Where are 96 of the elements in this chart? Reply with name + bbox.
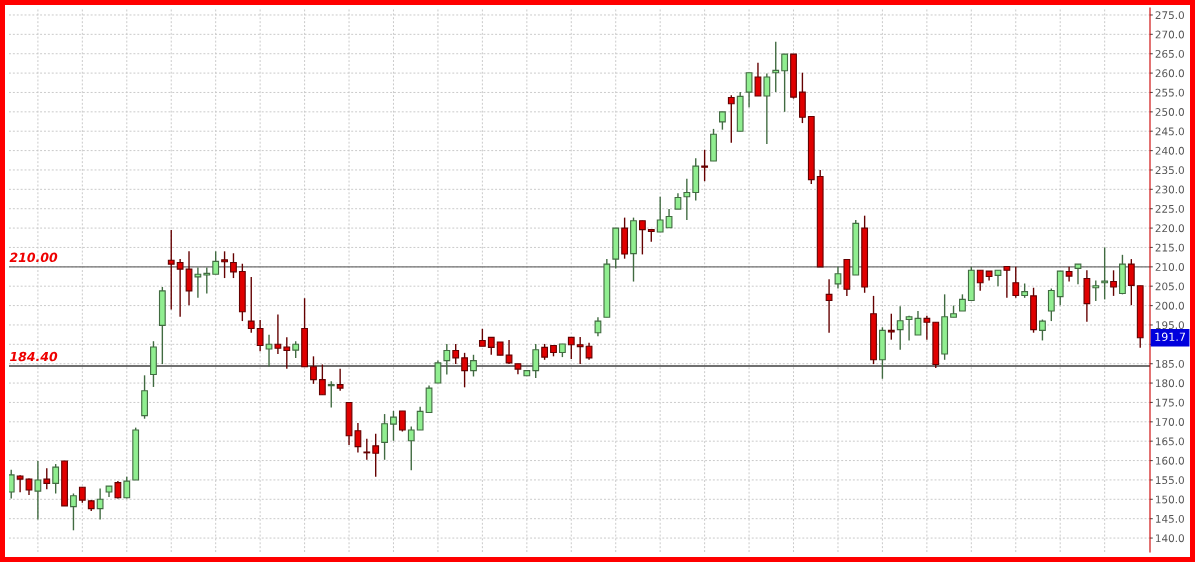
- candlestick: [185, 250, 193, 306]
- y-tick-label: 185.0: [1156, 359, 1184, 368]
- candlestick: [34, 460, 42, 521]
- candlestick: [265, 333, 273, 368]
- candlestick: [1003, 265, 1011, 299]
- y-tick-label: 165.0: [1156, 437, 1184, 446]
- y-tick-label: 250.0: [1155, 108, 1184, 116]
- candlestick: [594, 316, 602, 337]
- candlestick: [656, 196, 664, 233]
- y-tick-label: 265.0: [1155, 49, 1184, 58]
- candlestick: [407, 425, 415, 471]
- candlestick: [327, 380, 335, 409]
- candlestick: [274, 313, 282, 355]
- candlestick: [701, 149, 709, 182]
- ref-line-label: 210.00: [9, 252, 58, 263]
- candlestick: [390, 410, 397, 442]
- candlestick: [363, 438, 371, 461]
- candlestick: [247, 276, 255, 334]
- y-tick-label: 210.0: [1155, 263, 1184, 271]
- candlestick: [781, 53, 789, 113]
- ref-line-label: 184.40: [9, 351, 58, 362]
- y-tick-label: 200.0: [1155, 301, 1184, 310]
- candlestick: [1127, 258, 1135, 306]
- y-tick-label: 205.0: [1155, 282, 1184, 291]
- candlestick: [470, 354, 477, 378]
- candlestick: [167, 229, 175, 311]
- candlestick: [318, 363, 326, 396]
- candlestick: [9, 469, 15, 500]
- candlestick: [372, 433, 380, 478]
- y-tick-label: 175.0: [1156, 398, 1184, 407]
- candlestick: [256, 319, 264, 352]
- candlestick: [772, 41, 780, 93]
- candlestick: [1065, 266, 1073, 283]
- y-tick-label: 215.0: [1155, 243, 1184, 252]
- y-tick-label: 245.0: [1155, 127, 1184, 136]
- candlestick: [70, 492, 77, 531]
- y-tick-label: 275.0: [1155, 11, 1184, 20]
- y-tick-label: 240.0: [1155, 146, 1184, 155]
- y-tick-label: 230.0: [1155, 185, 1184, 194]
- y-tick-label: 270.0: [1155, 30, 1184, 39]
- candlestick: [212, 250, 220, 275]
- candlestick: [16, 474, 24, 494]
- candlestick: [1074, 263, 1082, 285]
- candlestick: [567, 336, 575, 360]
- candlestick: [834, 266, 842, 290]
- candlestick: [194, 266, 202, 299]
- candlestick: [336, 368, 344, 392]
- candlestick: [727, 94, 735, 144]
- candlestick: [230, 252, 237, 279]
- candlestick: [96, 487, 104, 521]
- y-tick-label: 235.0: [1155, 166, 1184, 175]
- candlestick: [434, 359, 442, 384]
- candlestick: [203, 266, 211, 295]
- candlestick: [1110, 269, 1117, 297]
- candlestick: [763, 72, 771, 145]
- y-tick-label: 255.0: [1155, 88, 1184, 97]
- y-tick-label: 180.0: [1156, 379, 1184, 388]
- candlestick: [532, 343, 540, 379]
- candlestick: [461, 352, 468, 389]
- candlestick: [576, 336, 584, 365]
- candlestick: [745, 72, 753, 108]
- y-tick-label: 155.0: [1156, 476, 1184, 485]
- candlestick: [381, 413, 388, 461]
- candlestick: [825, 278, 833, 334]
- candlestick: [665, 208, 673, 229]
- candlestick: [310, 355, 317, 385]
- candlestick: [1047, 287, 1055, 322]
- candlestick: [43, 467, 51, 490]
- candlestick: [754, 61, 762, 97]
- candlestick: [52, 463, 60, 495]
- candlestick: [1012, 266, 1020, 299]
- candlestick: [887, 313, 895, 341]
- candlestick: [638, 220, 646, 256]
- y-tick-label: 145.0: [1156, 514, 1184, 523]
- candlestick: [176, 258, 184, 318]
- candlestick: [683, 178, 691, 221]
- candlestick: [221, 250, 228, 279]
- y-tick-label: 140.0: [1156, 534, 1184, 543]
- y-tick-label: 225.0: [1155, 204, 1184, 213]
- y-tick-label: 220.0: [1155, 224, 1184, 233]
- y-tick-label: 170.0: [1156, 418, 1184, 426]
- candlestick: [896, 305, 904, 351]
- y-tick-label: 260.0: [1155, 69, 1184, 78]
- annotation: 191.7: [1155, 332, 1186, 341]
- y-tick-label: 195.0: [1156, 321, 1184, 330]
- candlestick: [976, 269, 984, 292]
- candlestick: [1092, 279, 1100, 302]
- candlestick: [283, 336, 291, 370]
- candlestick: [416, 406, 424, 431]
- candlestick: [443, 343, 451, 376]
- y-tick-label: 160.0: [1156, 456, 1184, 465]
- candlestick: [452, 343, 460, 365]
- candlestick: [994, 269, 1002, 287]
- y-tick-label: 150.0: [1156, 495, 1184, 504]
- candlestick: [923, 314, 931, 341]
- candlestick: [123, 476, 131, 500]
